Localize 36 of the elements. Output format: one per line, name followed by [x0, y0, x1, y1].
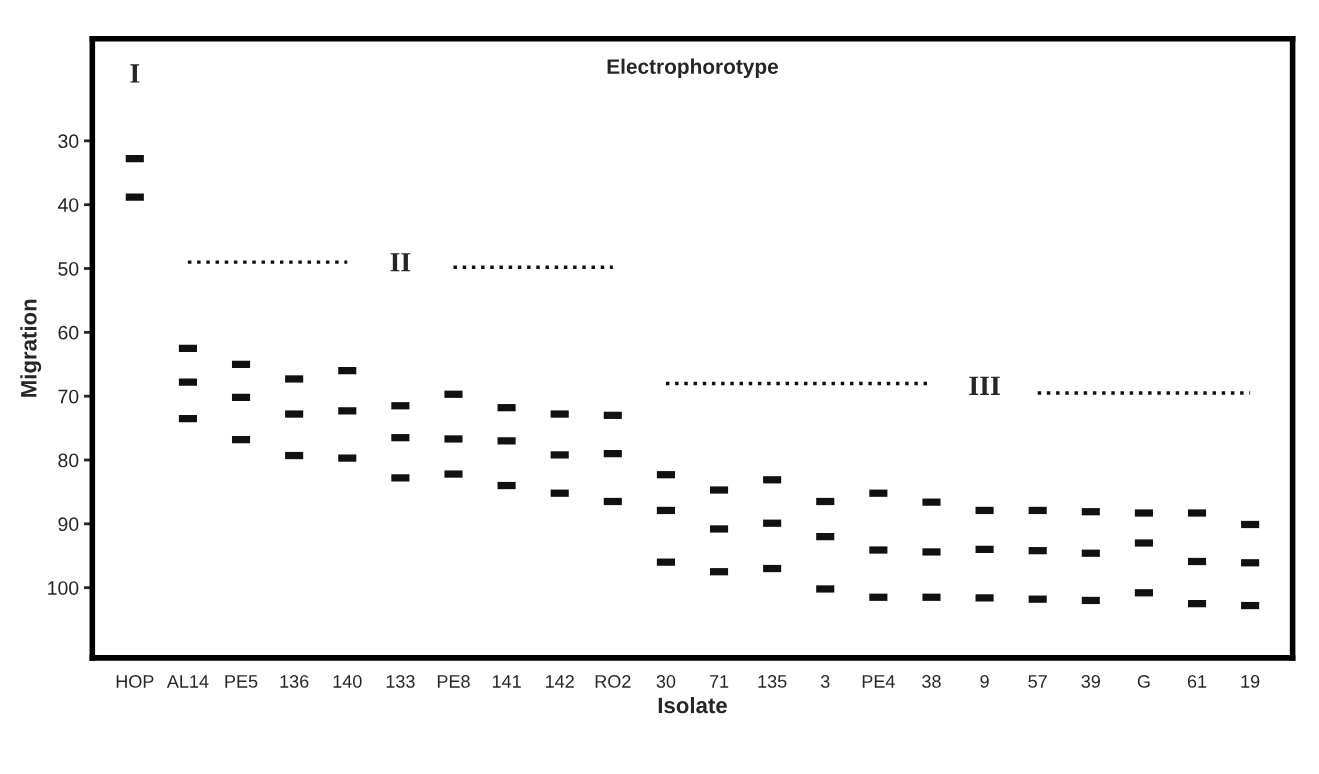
- x-tick-label: 71: [709, 675, 729, 688]
- x-tick-label: PE8: [437, 675, 470, 688]
- y-tick-label: 30: [58, 134, 79, 149]
- annotation: I: [130, 64, 140, 83]
- y-tick-label: 40: [57, 198, 79, 212]
- x-tick-label: AL14: [166, 675, 209, 688]
- x-tick-label: 61: [1187, 675, 1207, 688]
- x-tick-label: RO2: [595, 675, 631, 688]
- x-tick-label: G: [1137, 675, 1150, 688]
- x-tick-label: 19: [1241, 675, 1260, 688]
- series-label: II: [390, 253, 411, 272]
- y-tick-label: 50: [58, 261, 79, 276]
- y-tick-label: 90: [58, 517, 79, 532]
- x-tick-label: PE5: [225, 675, 258, 688]
- x-tick-label: 135: [758, 675, 787, 688]
- x-tick-label: 9: [980, 675, 989, 688]
- x-tick-label: 140: [333, 675, 362, 688]
- x-tick-label: PE4: [862, 675, 895, 688]
- y-tick-label: 80: [58, 453, 79, 468]
- y-axis-title: Migration: [20, 299, 42, 397]
- x-tick-label: 57: [1028, 675, 1047, 688]
- x-tick-label: 3: [820, 675, 830, 688]
- x-tick-label: 133: [386, 675, 415, 688]
- x-axis-title: Isolate: [658, 696, 727, 714]
- x-tick-label: 39: [1081, 675, 1100, 688]
- y-tick-label: 100: [48, 581, 79, 595]
- x-tick-label: 38: [922, 675, 941, 688]
- x-tick-label: HOP: [116, 675, 154, 688]
- y-tick-label: 70: [58, 389, 79, 404]
- series-label: III: [969, 376, 1000, 395]
- x-tick-label: 142: [546, 675, 574, 688]
- x-tick-label: 136: [280, 675, 309, 688]
- text: Electrophorotype: [607, 58, 779, 79]
- x-tick-label: 30: [656, 675, 676, 688]
- y-tick-label: 60: [58, 325, 79, 340]
- x-tick-label: 141: [492, 675, 521, 688]
